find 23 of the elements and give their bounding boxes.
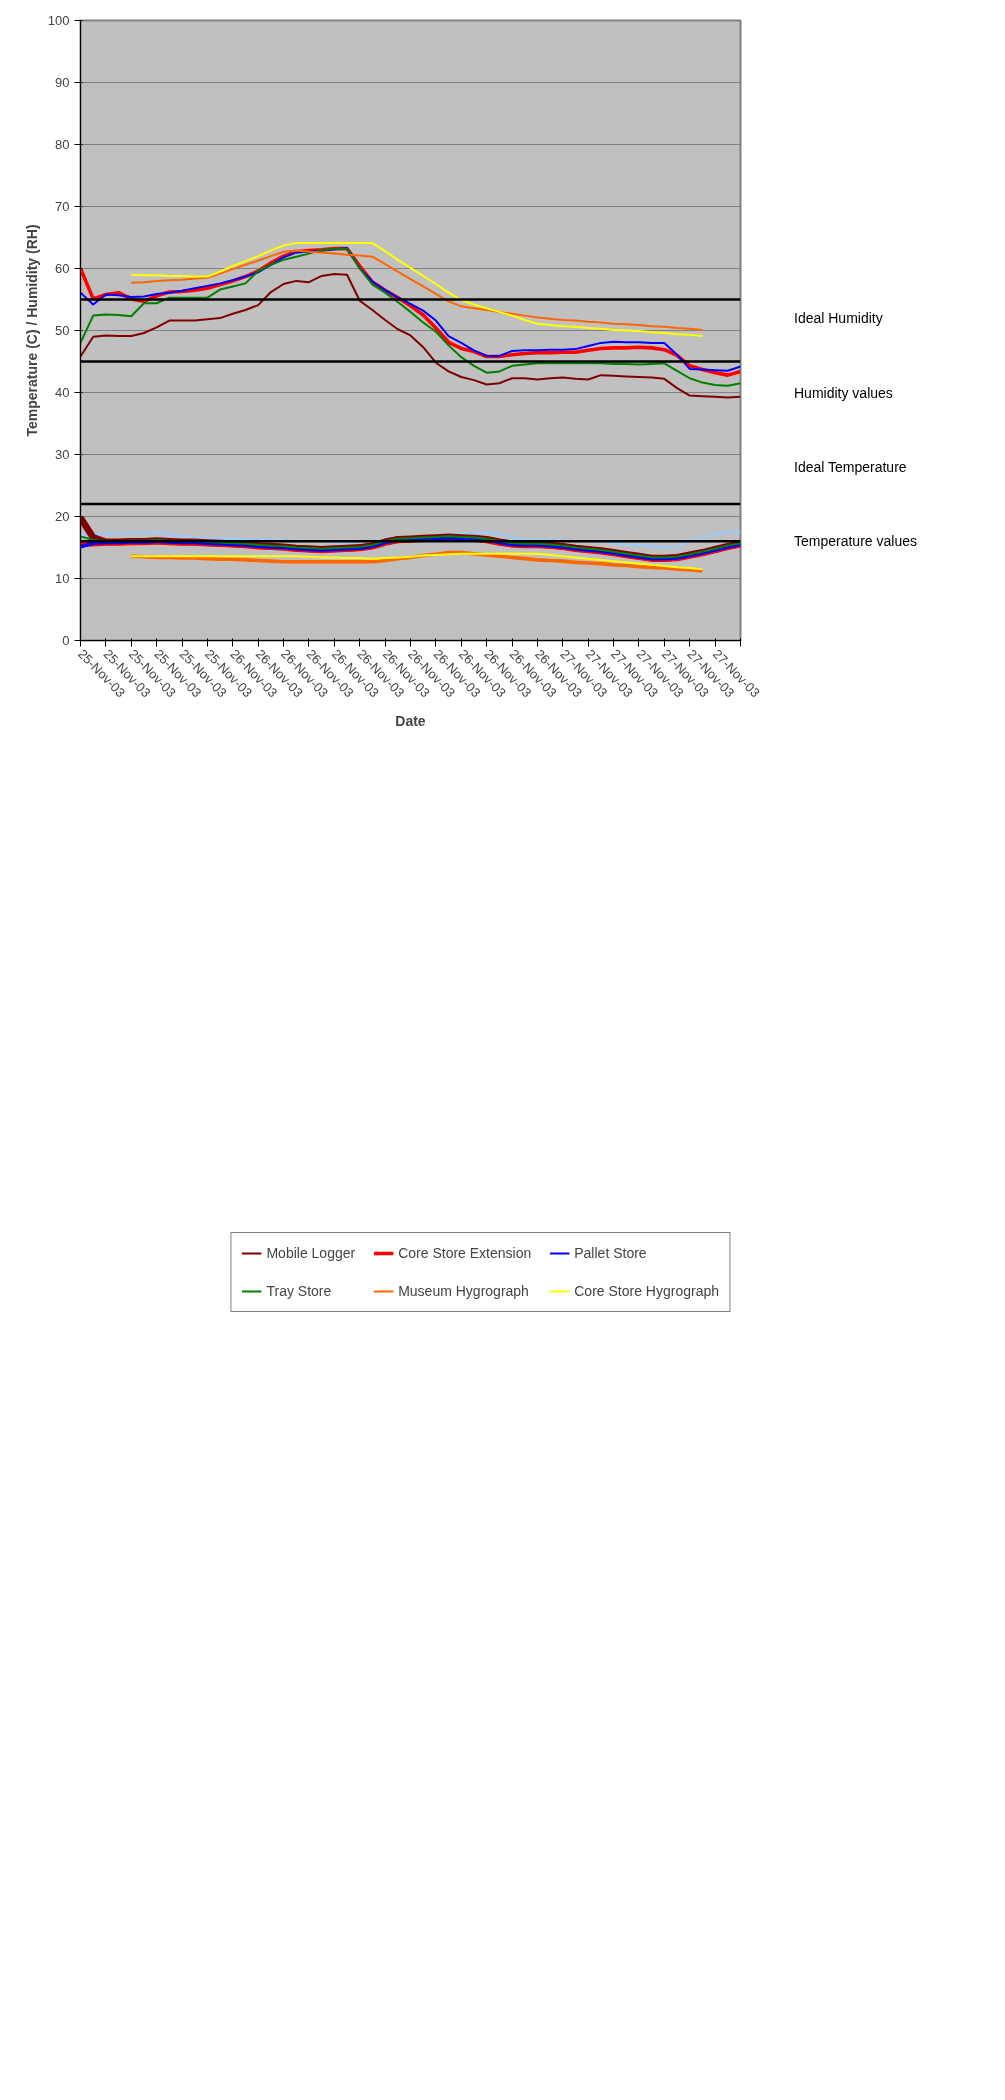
text: Ideal Humidity	[794, 310, 883, 327]
y-tick-label: 0	[62, 633, 70, 648]
y-tick-label: 20	[55, 509, 70, 524]
y-axis-title: Temperature (C) / Humidity (RH)	[23, 224, 40, 437]
y-tick-label: 50	[55, 323, 70, 338]
y-tick-label: 80	[55, 137, 70, 152]
y-tick-label: 100	[47, 13, 70, 28]
y-tick-label: 90	[55, 75, 70, 90]
x-axis-title: Date	[395, 713, 426, 730]
text: Ideal Temperature	[794, 458, 907, 475]
y-tick-label: 60	[55, 261, 70, 276]
legend-label: Tray Store	[266, 1283, 332, 1299]
y-tick-label: 30	[55, 447, 70, 462]
y-tick-label: 70	[55, 199, 70, 214]
legend-label: Mobile Logger	[266, 1245, 356, 1261]
y-tick-label: 10	[55, 571, 70, 586]
text: Temperature values	[794, 533, 917, 550]
legend-label: Museum Hygrograph	[398, 1283, 529, 1299]
legend-label: Core Store Hygrograph	[574, 1283, 719, 1299]
text: Humidity values	[794, 384, 893, 401]
legend-label: Core Store Extension	[398, 1245, 532, 1261]
legend-label: Pallet Store	[574, 1245, 647, 1261]
y-tick-label: 40	[55, 385, 70, 400]
